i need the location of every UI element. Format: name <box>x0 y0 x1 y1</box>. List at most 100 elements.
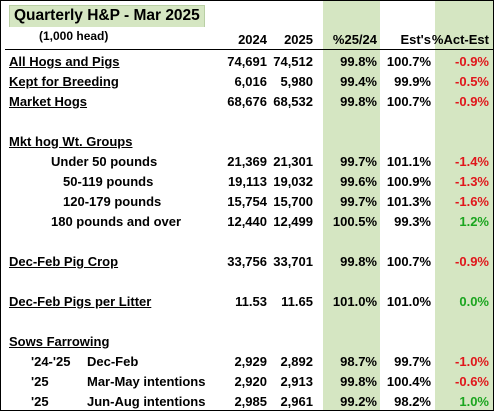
value-2025: 2,961 <box>280 394 313 409</box>
value-2025: 11.65 <box>281 294 313 309</box>
value-2024: 21,369 <box>227 154 267 169</box>
period-prefix: '25 <box>31 394 49 409</box>
header-act-est: %Act-Est <box>431 32 489 47</box>
row-label: Market Hogs <box>9 94 88 109</box>
value-2024: 15,754 <box>227 194 267 209</box>
value-pct: 99.2% <box>340 394 377 409</box>
row-label: Dec-Feb <box>87 354 139 369</box>
table-row: '25 Jun-Aug intentions 2,985 2,961 99.2%… <box>1 392 493 410</box>
value-act-est: -0.6% <box>455 374 489 389</box>
row-label: 180 pounds and over <box>51 214 182 229</box>
value-2024: 19,113 <box>227 174 267 189</box>
table-row: '24-'25 Dec-Feb 2,929 2,892 98.7% 99.7% … <box>1 352 493 372</box>
value-est: 100.7% <box>386 54 431 69</box>
row-label: Mkt hog Wt. Groups <box>9 134 133 149</box>
value-2025: 21,301 <box>273 154 313 169</box>
value-2024: 2,920 <box>234 374 267 389</box>
value-pct: 99.6% <box>340 174 377 189</box>
table-row: '25 Mar-May intentions 2,920 2,913 99.8%… <box>1 372 493 392</box>
row-label: 120-179 pounds <box>63 194 162 209</box>
value-est: 99.7% <box>394 354 431 369</box>
table-row: Kept for Breeding 6,016 5,980 99.4% 99.9… <box>1 72 493 92</box>
row-label: Jun-Aug intentions <box>87 394 206 409</box>
value-pct: 99.8% <box>340 374 377 389</box>
value-pct: 99.7% <box>340 194 377 209</box>
table-row: 50-119 pounds 19,113 19,032 99.6% 100.9%… <box>1 172 493 192</box>
header-pct: %25/24 <box>332 32 377 47</box>
value-2025: 5,980 <box>280 74 313 89</box>
value-2024: 2,985 <box>234 394 267 409</box>
header-2024: 2024 <box>238 32 267 47</box>
value-pct: 99.8% <box>340 54 377 69</box>
value-est: 98.2% <box>394 394 431 409</box>
header-est: Est's <box>400 32 431 47</box>
value-est: 99.9% <box>394 74 431 89</box>
row-label: Mar-May intentions <box>87 374 206 389</box>
value-est: 99.3% <box>394 214 431 229</box>
value-2025: 2,913 <box>280 374 313 389</box>
value-2024: 12,440 <box>227 214 267 229</box>
value-pct: 99.8% <box>340 254 377 269</box>
value-est: 101.1% <box>386 154 431 169</box>
value-act-est: -1.6% <box>455 194 489 209</box>
value-act-est: -1.0% <box>455 354 489 369</box>
value-2025: 68,532 <box>273 94 313 109</box>
table-row: 180 pounds and over 12,440 12,499 100.5%… <box>1 212 493 232</box>
table-title: Quarterly H&P - Mar 2025 <box>9 5 205 27</box>
value-2025: 12,499 <box>273 214 313 229</box>
value-pct: 99.7% <box>340 154 377 169</box>
value-act-est: -0.9% <box>455 54 489 69</box>
value-est: 100.7% <box>386 254 431 269</box>
value-est: 100.7% <box>386 94 431 109</box>
row-label: 50-119 pounds <box>63 174 154 189</box>
row-label: All Hogs and Pigs <box>9 54 120 69</box>
value-2024: 11.53 <box>235 294 267 309</box>
table-row: Dec-Feb Pigs per Litter 11.53 11.65 101.… <box>1 292 493 312</box>
value-est: 100.4% <box>386 374 431 389</box>
value-est: 101.0% <box>386 294 431 309</box>
table-row: Market Hogs 68,676 68,532 99.8% 100.7% -… <box>1 92 493 112</box>
value-est: 101.3% <box>386 194 431 209</box>
value-2024: 74,691 <box>227 54 267 69</box>
header-2025: 2025 <box>284 32 313 47</box>
value-pct: 99.8% <box>340 94 377 109</box>
value-act-est: -0.9% <box>455 94 489 109</box>
table-row: Dec-Feb Pig Crop 33,756 33,701 99.8% 100… <box>1 252 493 272</box>
header-divider <box>5 49 493 50</box>
value-2024: 33,756 <box>227 254 267 269</box>
pct-column-highlight <box>323 1 380 410</box>
period-prefix: '25 <box>31 374 49 389</box>
value-2025: 19,032 <box>273 174 313 189</box>
value-pct: 98.7% <box>340 354 377 369</box>
value-2025: 15,700 <box>273 194 313 209</box>
value-act-est: -1.3% <box>455 174 489 189</box>
section-heading: Mkt hog Wt. Groups <box>1 132 493 152</box>
act-est-column-highlight <box>435 1 493 410</box>
table-row: Under 50 pounds 21,369 21,301 99.7% 101.… <box>1 152 493 172</box>
section-heading: Sows Farrowing <box>1 332 493 352</box>
row-label: Kept for Breeding <box>9 74 119 89</box>
value-pct: 101.0% <box>332 294 377 309</box>
value-pct: 99.4% <box>340 74 377 89</box>
row-label: Dec-Feb Pigs per Litter <box>9 294 152 309</box>
row-label: Sows Farrowing <box>9 334 110 349</box>
value-act-est: 1.0% <box>459 394 489 409</box>
value-act-est: -0.9% <box>455 254 489 269</box>
value-act-est: 1.2% <box>459 214 489 229</box>
value-act-est: -1.4% <box>455 154 489 169</box>
value-2024: 68,676 <box>227 94 267 109</box>
value-2025: 74,512 <box>273 54 313 69</box>
row-label: Dec-Feb Pig Crop <box>9 254 119 269</box>
value-2025: 2,892 <box>280 354 313 369</box>
value-act-est: -0.5% <box>455 74 489 89</box>
value-2024: 6,016 <box>234 74 267 89</box>
units-label: (1,000 head) <box>39 29 109 43</box>
period-prefix: '24-'25 <box>31 354 71 369</box>
table-row: All Hogs and Pigs 74,691 74,512 99.8% 10… <box>1 52 493 72</box>
value-est: 100.9% <box>386 174 431 189</box>
value-2025: 33,701 <box>273 254 313 269</box>
row-label: Under 50 pounds <box>51 154 158 169</box>
value-2024: 2,929 <box>234 354 267 369</box>
table-row: 120-179 pounds 15,754 15,700 99.7% 101.3… <box>1 192 493 212</box>
